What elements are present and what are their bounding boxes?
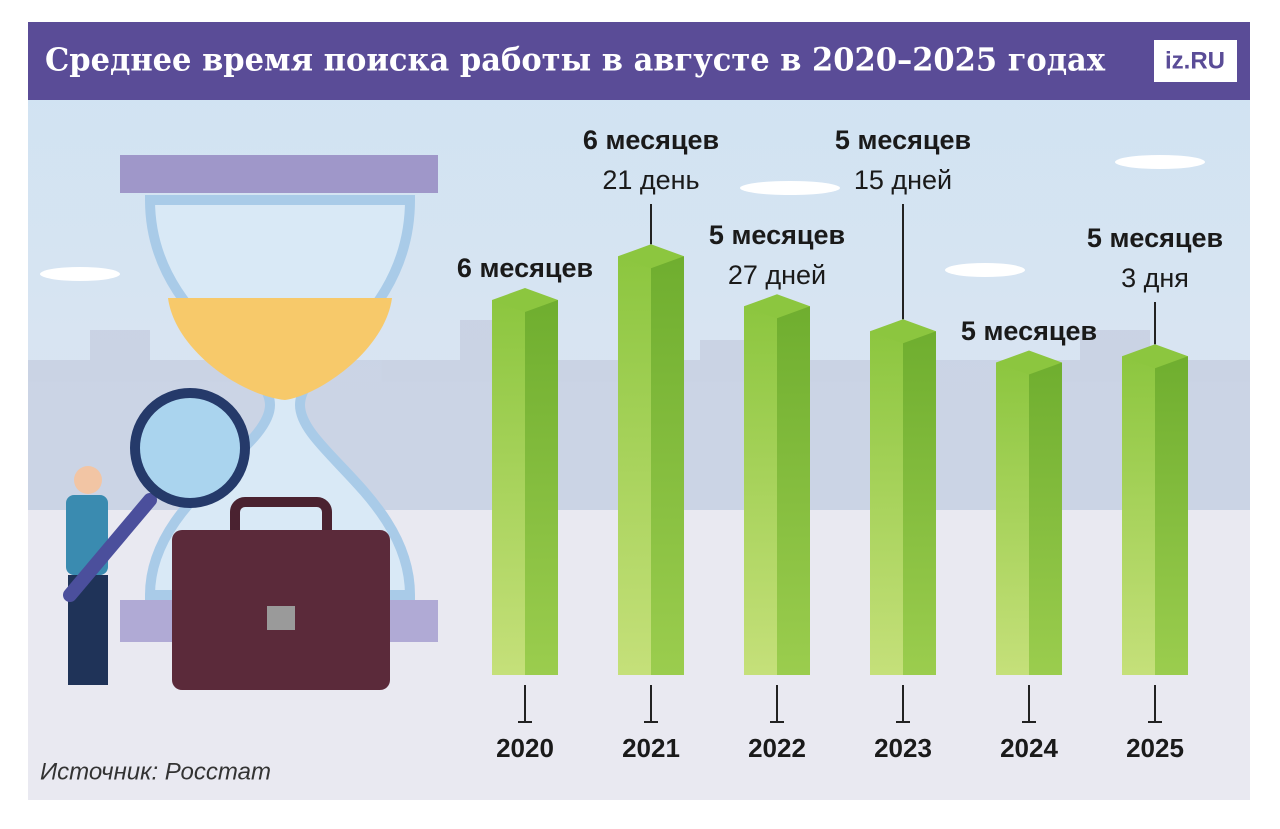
bar-side (903, 331, 936, 675)
x-tick-label: 2023 (874, 733, 932, 763)
bar-side (1029, 362, 1062, 675)
bar-top (996, 350, 1062, 375)
briefcase (172, 497, 390, 690)
value-label: 3 дня (1121, 263, 1189, 293)
logo-box (1154, 40, 1237, 82)
bar (1122, 356, 1155, 675)
bar-top (618, 244, 684, 269)
bar-top (870, 319, 936, 344)
value-label: 21 день (602, 165, 699, 195)
x-tick-label: 2021 (622, 733, 680, 763)
value-label: 5 месяцев (709, 220, 845, 250)
bar-top (492, 288, 558, 312)
person (63, 388, 250, 685)
x-tick-label: 2024 (1000, 733, 1058, 763)
bar-side (651, 256, 684, 675)
bar (996, 362, 1029, 675)
value-label: 15 дней (854, 165, 952, 195)
source: Источник: Росстат (40, 758, 271, 785)
bar-side (777, 306, 810, 675)
x-tick-label: 2022 (748, 733, 806, 763)
value-label: 6 месяцев (457, 253, 593, 283)
bar-top (1122, 344, 1188, 369)
header-band (28, 22, 1250, 100)
chart-title: Среднее время поиска работы в августе в … (45, 41, 1106, 79)
bar-top (744, 294, 810, 319)
bar (744, 306, 777, 675)
value-label: 5 месяцев (835, 125, 971, 155)
value-label: 5 месяцев (961, 316, 1097, 346)
value-label: 5 месяцев (1087, 223, 1223, 253)
bar-side (1155, 356, 1188, 675)
bar (618, 256, 651, 675)
value-label: 6 месяцев (583, 125, 719, 155)
bar (870, 331, 903, 675)
logo: iz.RU (1165, 47, 1225, 74)
bar-side (525, 300, 558, 675)
value-label: 27 дней (728, 260, 826, 290)
x-tick-label: 2020 (496, 733, 554, 763)
x-tick-label: 2025 (1126, 733, 1184, 763)
bar (492, 300, 525, 675)
